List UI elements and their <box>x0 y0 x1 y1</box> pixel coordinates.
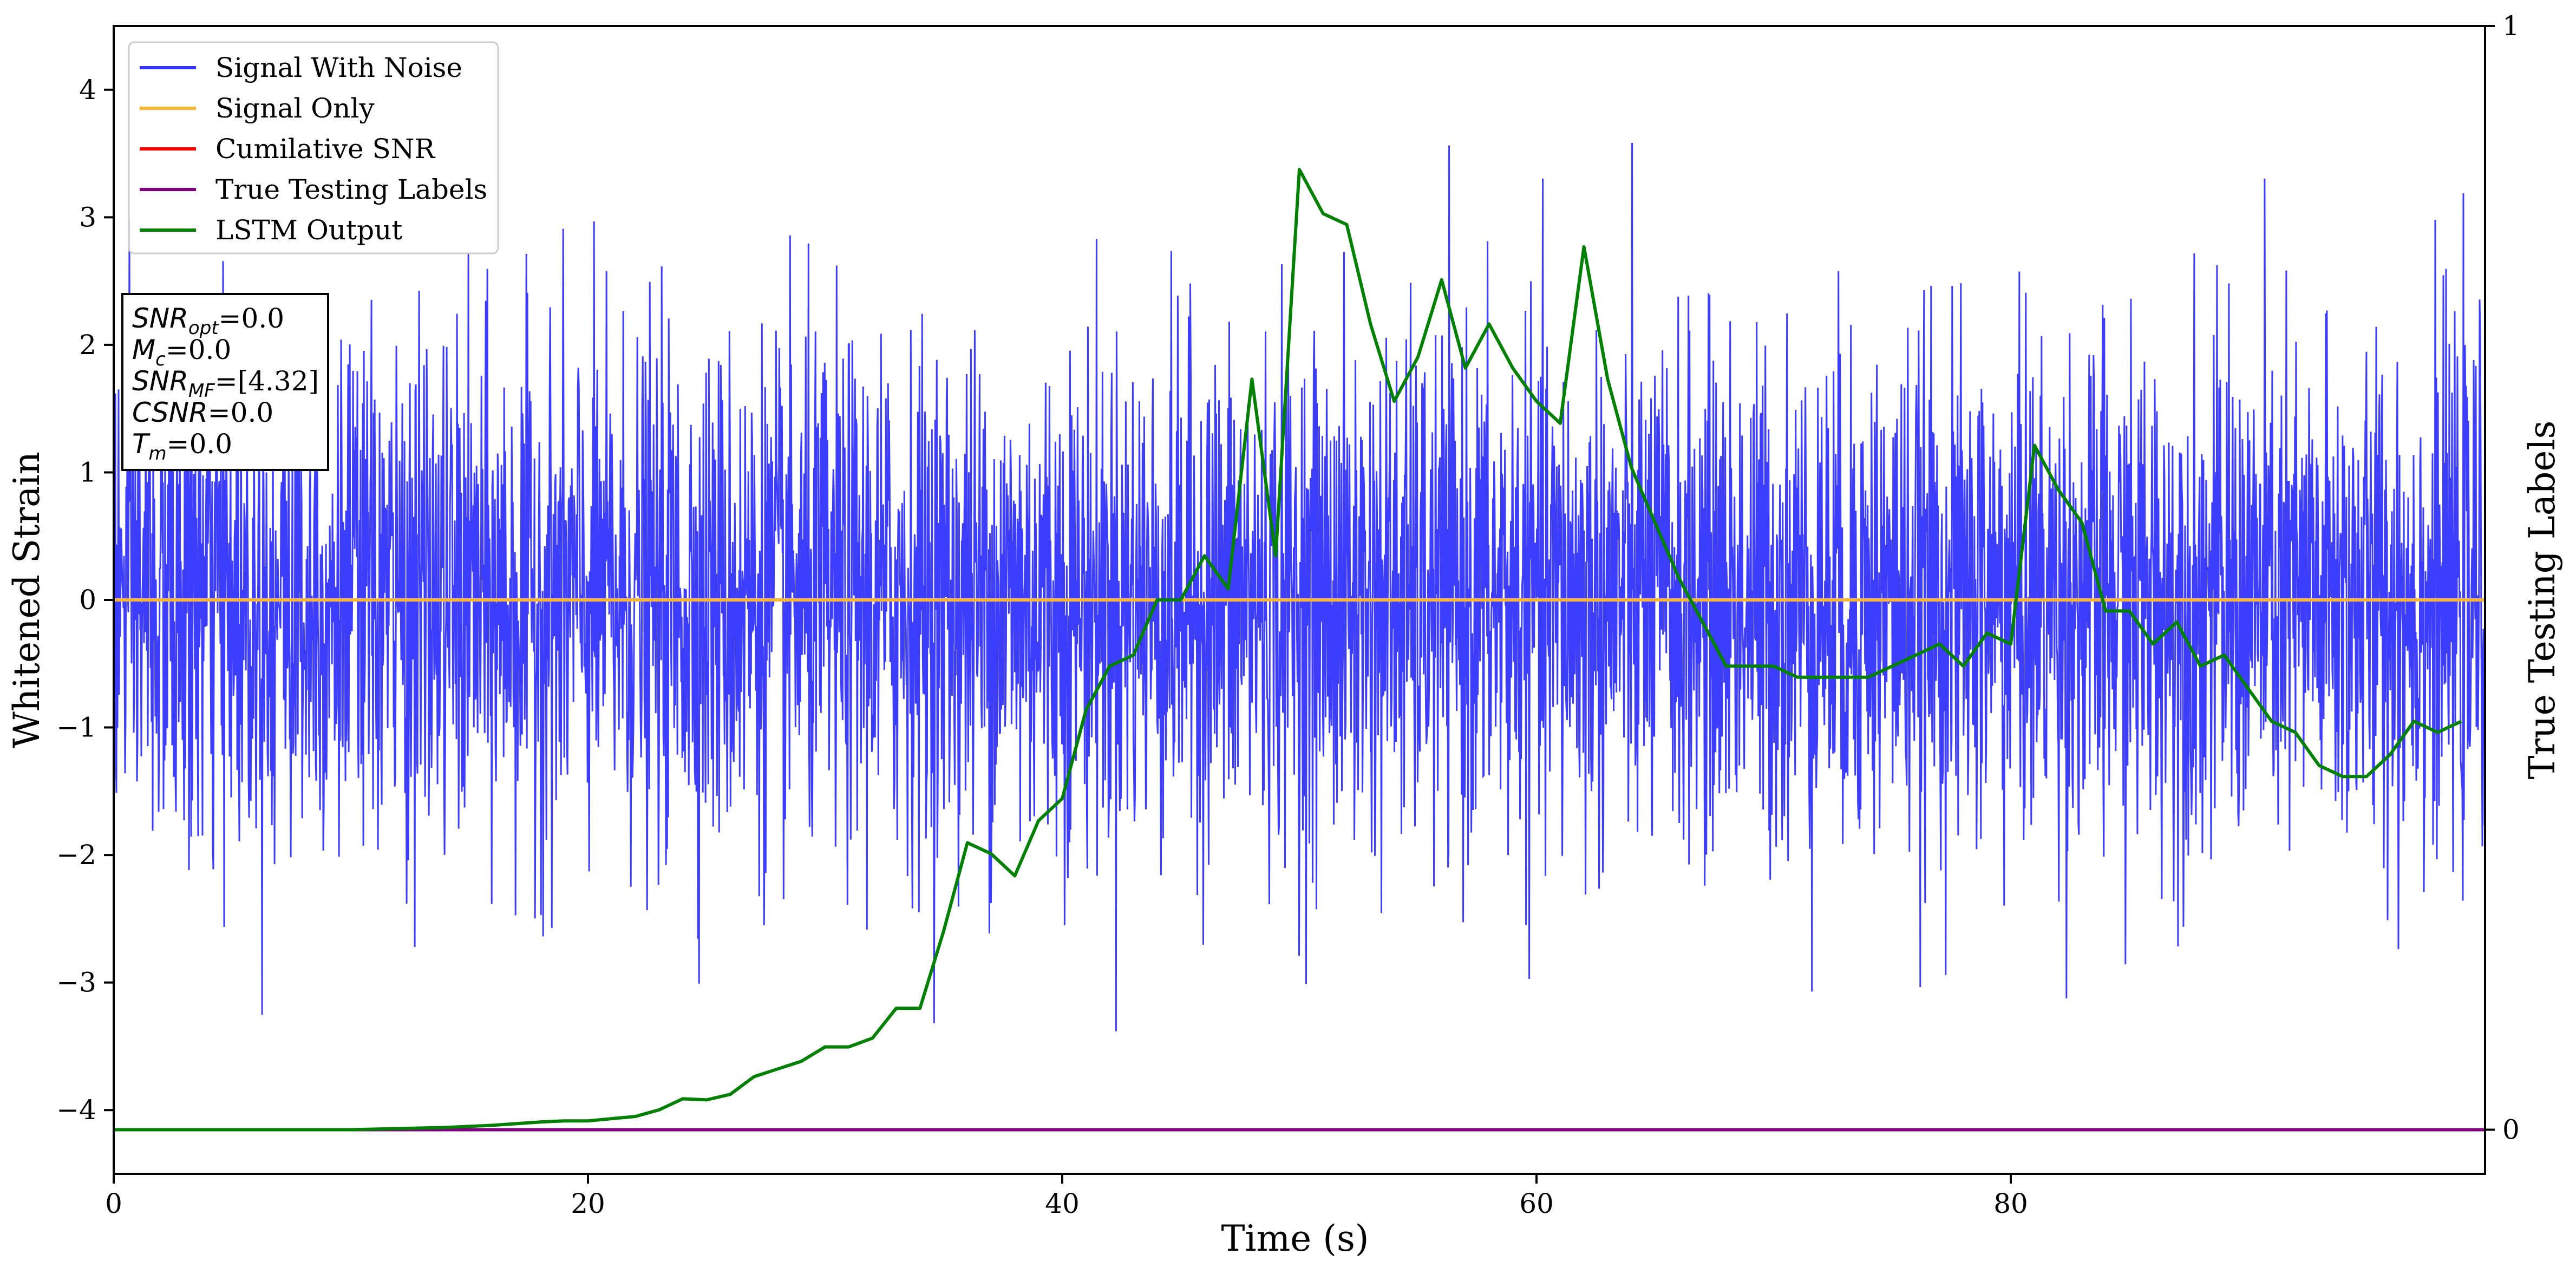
y-tick-label: 2 <box>79 329 96 361</box>
legend-label-signal-with-noise: Signal With Noise <box>215 52 462 83</box>
info-box-line: SNRMF=[4.32] <box>132 365 319 402</box>
y-tick-label: −3 <box>56 967 96 998</box>
legend-label-lstm-output: LSTM Output <box>215 214 402 246</box>
y-tick-label: 3 <box>79 201 96 233</box>
info-box: SNRopt=0.0Mc=0.0SNRMF=[4.32]CSNR=0.0Tm=0… <box>121 293 329 471</box>
legend: Signal With Noise Signal Only Cumilative S… <box>128 41 499 254</box>
x-tick-label: 80 <box>1993 1188 2028 1219</box>
legend-label-true-testing-labels: True Testing Labels <box>215 174 487 205</box>
info-box-line: Tm=0.0 <box>132 428 232 465</box>
x-axis-title: Time (s) <box>1221 1218 1369 1259</box>
info-box-line: CSNR=0.0 <box>132 397 273 428</box>
y-right-axis-title: True Testing Labels <box>2521 421 2563 780</box>
info-box-line: SNRopt=0.0 <box>132 303 284 339</box>
y-axis-title: Whitened Strain <box>6 452 48 748</box>
x-tick-label: 40 <box>1045 1188 1080 1219</box>
info-box-line: Mc=0.0 <box>132 334 231 370</box>
y-tick-label: −2 <box>56 839 96 871</box>
x-tick-label: 60 <box>1519 1188 1554 1219</box>
signal-with-noise-line <box>114 142 2485 1031</box>
legend-box <box>128 41 499 254</box>
y-tick-label: −4 <box>56 1094 96 1126</box>
legend-label-cumilative-snr: Cumilative SNR <box>215 133 435 165</box>
y-right-tick-label: 1 <box>2502 10 2520 42</box>
y-tick-label: −1 <box>56 712 96 743</box>
info-box-frame <box>121 293 329 471</box>
y-tick-label: 1 <box>79 456 96 488</box>
signal-with-noise-series <box>114 142 2485 1031</box>
y-tick-label: 4 <box>79 74 96 106</box>
legend-label-signal-only: Signal Only <box>215 93 375 124</box>
x-tick-label: 20 <box>571 1188 605 1219</box>
lstm-output-line <box>114 168 2462 1132</box>
y-right-tick-label: 0 <box>2502 1114 2520 1145</box>
y-tick-label: 0 <box>79 584 96 616</box>
x-tick-label: 0 <box>105 1188 122 1219</box>
